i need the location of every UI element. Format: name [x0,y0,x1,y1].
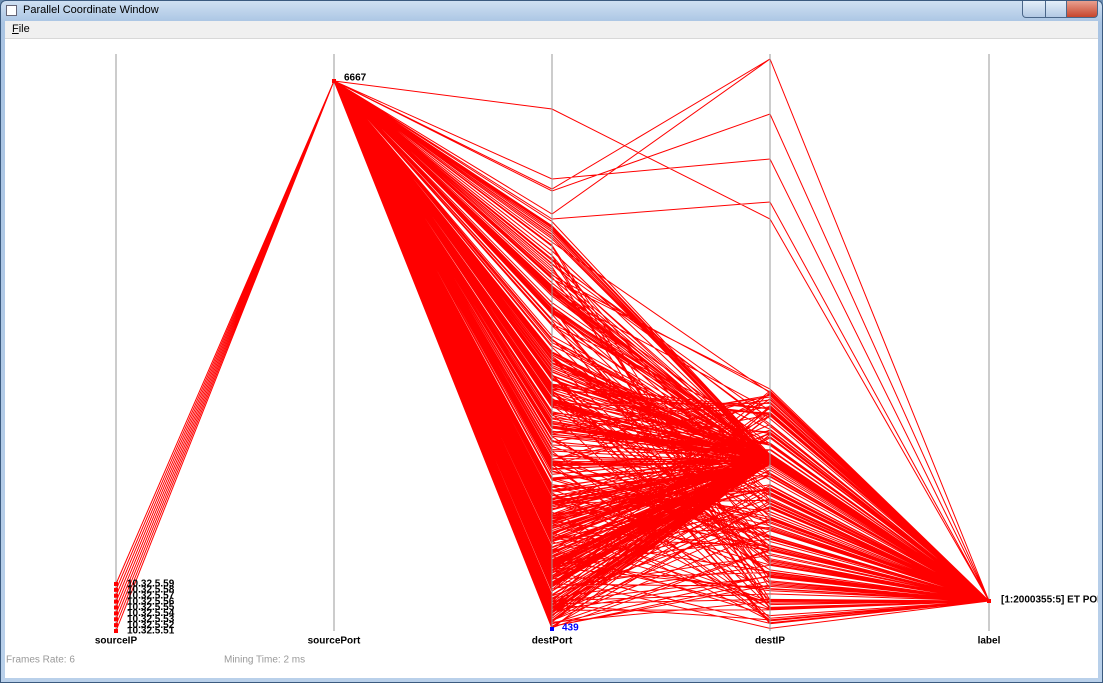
labels: 6667 439 [1:2000355:5] ET POLIC Frames R… [6,73,1103,666]
point-marker [114,593,118,598]
point-marker [114,599,118,604]
point-marker [114,611,118,616]
polylines [115,58,990,632]
source-ip-value: 10.32.5.55 [127,602,175,613]
point-marker [114,605,118,610]
parallel-coordinates: 6667 439 [1:2000355:5] ET POLIC Frames R… [6,54,1103,666]
dest-port-value: 439 [562,623,579,634]
menu-bar: File [5,21,1098,39]
minimize-button[interactable] [1022,1,1046,18]
point-marker [332,79,336,83]
source-ip-value: 10.32.5.59 [127,579,175,590]
source-ip-value: 10.32.5.58 [127,585,175,596]
maximize-button[interactable] [1045,1,1067,18]
mining-time: Mining Time: 2 ms [224,655,305,666]
point-marker [114,582,118,586]
axis-name: sourceIP [95,636,138,647]
close-button[interactable] [1066,1,1098,18]
window-icon [6,5,17,16]
label-value: [1:2000355:5] ET POLIC [1001,595,1098,606]
point-marker [987,599,991,603]
source-ip-value: 10.32.5.51 [127,626,175,637]
point-marker [114,623,118,628]
axis-name: destPort [532,636,573,647]
source-ip-value: 10.32.5.57 [127,590,175,601]
plot-canvas: 6667 439 [1:2000355:5] ET POLIC Frames R… [5,39,1103,678]
source-ip-value: 10.32.5.54 [127,608,175,619]
menu-file[interactable]: File [12,23,30,35]
source-port-value: 6667 [344,73,367,84]
point-marker [114,629,118,633]
frame-rate: Frames Rate: 6 [6,655,75,666]
point-marker [114,617,118,622]
title-bar: Parallel Coordinate Window [1,1,1102,21]
source-ip-value: 10.32.5.53 [127,614,175,625]
point-marker [114,587,118,592]
axis-name: sourcePort [308,636,361,647]
point-marker [550,627,554,631]
axis-name: label [978,636,1001,647]
window-title: Parallel Coordinate Window [23,4,159,16]
source-ip-value: 10.32.5.52 [127,620,175,631]
data-polylines [115,58,990,632]
axes [115,54,990,631]
source-ip-value: 10.32.5.56 [127,596,175,607]
axis-name: destIP [755,636,785,647]
